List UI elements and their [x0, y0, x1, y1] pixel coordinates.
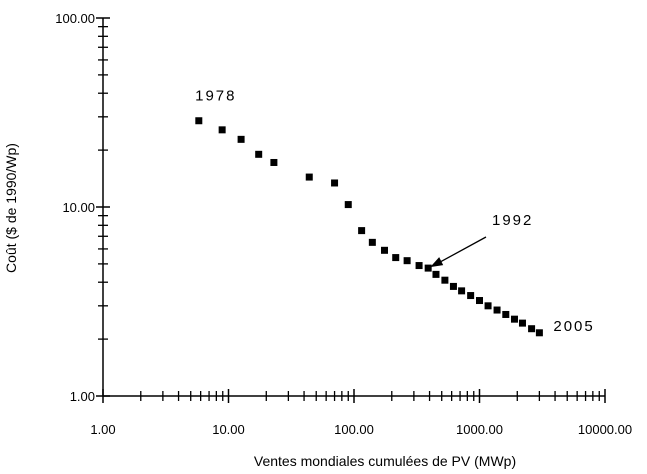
data-point — [449, 282, 457, 290]
data-point — [270, 158, 278, 166]
data-point — [358, 227, 366, 235]
annotations: 1978 1992 2005 — [195, 88, 594, 335]
data-point — [458, 287, 466, 295]
data-point — [255, 150, 263, 158]
data-point — [484, 302, 492, 310]
annotation-label: 2005 — [553, 318, 594, 335]
data-point — [502, 310, 510, 318]
x-tick-label: 1.00 — [90, 422, 115, 437]
x-tick-label: 1000.00 — [456, 422, 503, 437]
data-point — [467, 292, 475, 300]
annotation-arrow — [437, 236, 487, 264]
y-axis-title: Coût ($ de 1990/Wp) — [3, 143, 19, 273]
data-point — [535, 329, 543, 337]
x-axis: 1.00 10.00 100.00 1000.00 10000.00 — [90, 389, 632, 437]
x-tick-label: 100.00 — [334, 422, 374, 437]
data-point — [237, 135, 245, 143]
y-tick-label: 100.00 — [55, 11, 95, 26]
data-point — [528, 325, 536, 333]
data-points — [195, 117, 543, 337]
data-point — [331, 179, 339, 187]
x-axis-title: Ventes mondiales cumulées de PV (MWp) — [254, 453, 516, 469]
data-point — [381, 246, 389, 254]
data-point — [518, 319, 526, 327]
y-tick-label: 1.00 — [70, 389, 95, 404]
data-point — [218, 126, 226, 134]
data-point — [424, 264, 432, 272]
annotation-arrowhead — [430, 257, 444, 268]
x-tick-label: 10.00 — [212, 422, 245, 437]
y-tick-label: 10.00 — [62, 200, 95, 215]
data-point — [441, 276, 449, 284]
data-point — [510, 315, 518, 323]
y-axis: 1.00 10.00 100.00 — [55, 11, 110, 404]
annotation-label: 1992 — [492, 212, 533, 229]
data-point — [305, 173, 313, 181]
data-point — [476, 297, 483, 305]
data-point — [392, 254, 400, 262]
annotation-label: 1978 — [195, 88, 236, 105]
data-point — [368, 238, 376, 246]
data-point — [432, 270, 440, 278]
x-tick-label: 10000.00 — [578, 422, 632, 437]
data-point — [344, 201, 352, 209]
data-point — [493, 306, 501, 314]
data-point — [403, 257, 411, 265]
data-point — [195, 117, 203, 125]
data-point — [415, 262, 423, 270]
